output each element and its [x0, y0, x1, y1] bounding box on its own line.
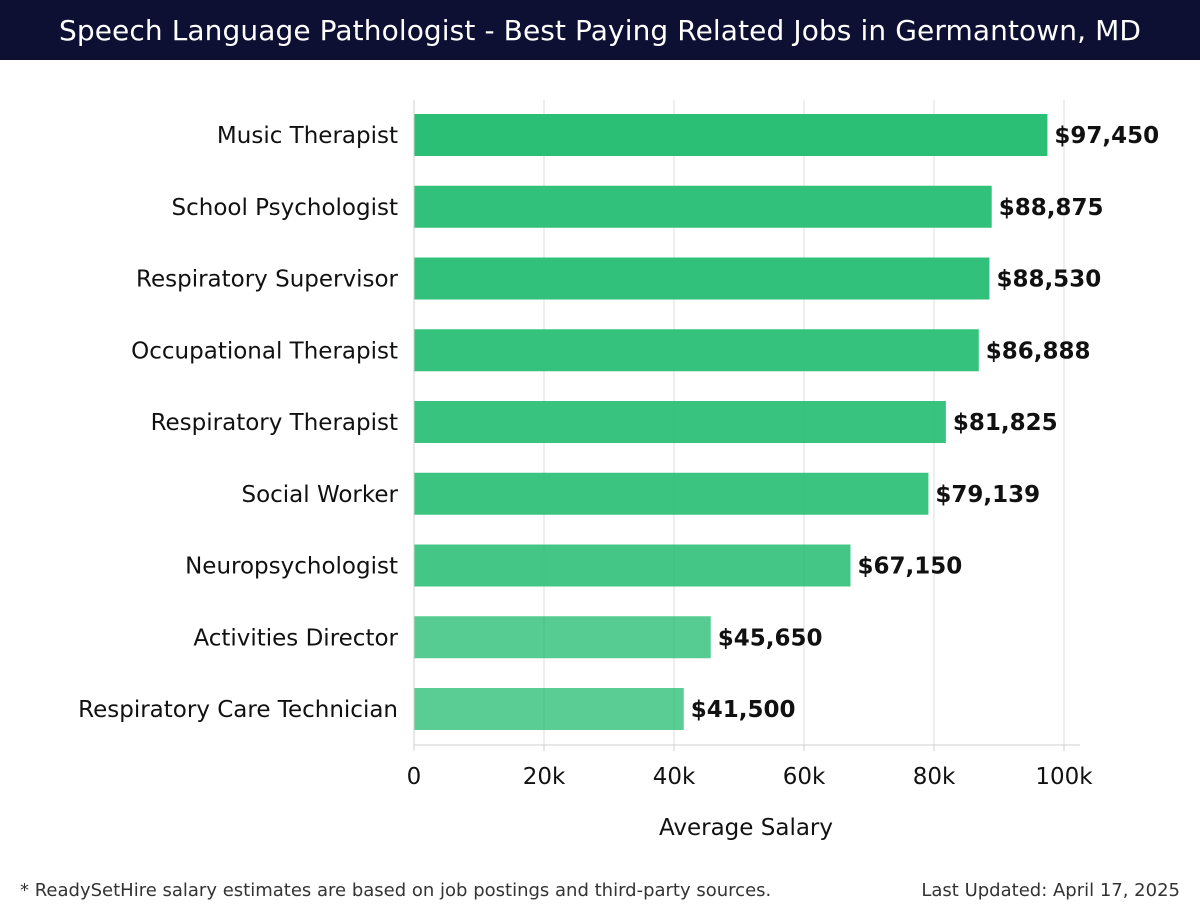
bar-chart: $97,450 $88,875 $88,530 $86,888 $81,825 $79,1…: [78, 100, 1159, 841]
bar-value-label: $81,825: [953, 410, 1058, 436]
bar: [414, 616, 711, 659]
bar-value-label: $97,450: [1054, 123, 1159, 149]
x-tick-label: 40k: [653, 764, 696, 790]
last-updated: Last Updated: April 17, 2025: [921, 880, 1180, 901]
bar: [414, 544, 851, 587]
bar-value-label: $86,888: [986, 338, 1091, 364]
bar-value-label: $67,150: [857, 554, 962, 580]
bar: [414, 257, 990, 300]
bar: [414, 401, 946, 443]
x-axis: 0 20k 40k 60k 80k 100k: [407, 100, 1093, 790]
bar: [414, 472, 929, 515]
category-label: School Psychologist: [172, 195, 398, 221]
category-label: Respiratory Care Technician: [78, 697, 398, 723]
footer-note: * ReadySetHire salary estimates are base…: [20, 880, 772, 901]
bar-value-label: $88,530: [996, 267, 1101, 293]
category-label: Occupational Therapist: [131, 338, 398, 364]
bar: [414, 688, 684, 730]
x-tick-label: 60k: [783, 764, 826, 790]
bar-value-label: $79,139: [935, 482, 1040, 508]
bar-value-labels: $97,450 $88,875 $88,530 $86,888 $81,825 $79,1…: [691, 123, 1159, 723]
bars: [414, 114, 1048, 730]
x-tick-label: 100k: [1035, 764, 1093, 790]
category-label: Respiratory Supervisor: [136, 267, 399, 293]
x-tick-label: 20k: [523, 764, 566, 790]
bar-value-label: $45,650: [718, 625, 823, 651]
bar: [414, 329, 979, 372]
bar: [414, 185, 992, 228]
bar-value-label: $88,875: [999, 195, 1104, 221]
category-label: Activities Director: [193, 625, 398, 651]
x-tick-label: 0: [407, 764, 422, 790]
category-label: Neuropsychologist: [185, 554, 398, 580]
category-label: Respiratory Therapist: [151, 410, 398, 436]
category-label: Music Therapist: [217, 123, 398, 149]
x-axis-title: Average Salary: [659, 815, 833, 841]
chart-title: Speech Language Pathologist - Best Payin…: [0, 0, 1200, 60]
bar: [414, 114, 1048, 156]
category-labels: Music Therapist School Psychologist Respir…: [78, 123, 398, 723]
x-tick-label: 80k: [913, 764, 956, 790]
category-label: Social Worker: [241, 482, 398, 508]
bar-value-label: $41,500: [691, 697, 796, 723]
